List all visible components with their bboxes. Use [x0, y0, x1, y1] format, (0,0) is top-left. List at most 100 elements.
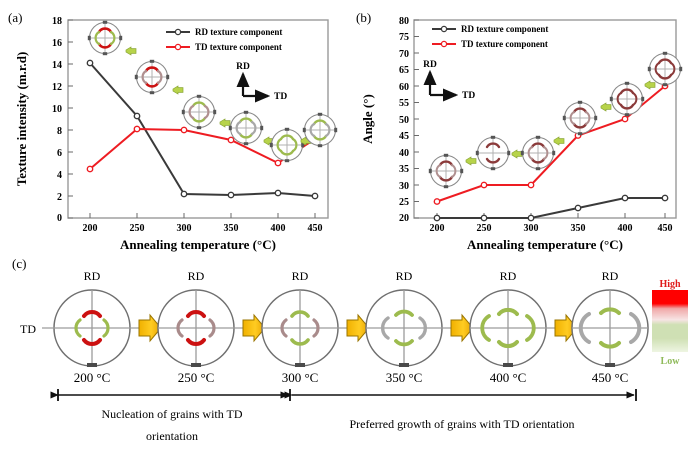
pf-tick-bottom: [503, 363, 513, 367]
y-tick-20: 20: [399, 213, 409, 224]
panel-b: (b) 80 75 70 65 60 55 50 45 40 35 30 25 …: [356, 10, 683, 252]
pf-temperature-label: 250 °C: [178, 370, 215, 385]
transition-arrow-3: [219, 118, 231, 128]
inset-arc-250: [485, 142, 501, 164]
x-tick-450: 450: [658, 223, 673, 234]
pole-figure-350: RD 350 °C: [365, 269, 454, 385]
y-tick-25: 25: [399, 197, 409, 208]
pf-rd-label: RD: [292, 269, 309, 283]
scale-high-label: High: [659, 279, 681, 290]
process-arrow-2[interactable]: [242, 313, 266, 343]
process-arrow-1[interactable]: [138, 313, 162, 343]
inset-arc-450: [309, 119, 331, 141]
transition-arrow-1: [125, 46, 137, 56]
process-arrow-5[interactable]: [554, 313, 578, 343]
legend-a-rd-marker: [174, 28, 182, 36]
panel-b-legend: RD texture component TD texture componen…: [432, 24, 548, 49]
panel-a-x-axis-title: Annealing temperature (°C): [120, 237, 276, 252]
panel-c: (c) TD TD RD 200 °C RD: [12, 256, 688, 443]
y-tick-30: 30: [399, 181, 409, 192]
inset-arc-300: [527, 142, 549, 164]
transition-arrow-2: [172, 85, 184, 95]
pf-tick-bottom: [191, 363, 201, 367]
pf-tick-bottom: [605, 363, 615, 367]
scale-gradient-bar: [652, 290, 688, 352]
pf-arcs: [74, 310, 110, 346]
x-tick-250: 250: [130, 223, 145, 234]
y-tick-14: 14: [52, 60, 62, 71]
inset-arc-350: [235, 117, 257, 139]
pf-rd-label: RD: [84, 269, 101, 283]
y-tick-35: 35: [399, 164, 409, 175]
x-tick-300: 300: [177, 223, 192, 234]
y-tick-70: 70: [399, 49, 409, 60]
legend-b-td-marker: [440, 40, 448, 48]
transition-arrow-1: [465, 156, 477, 166]
pf-temperature-label: 350 °C: [386, 370, 423, 385]
stage-1-label-line1: Nucleation of grains with TD: [101, 407, 242, 421]
y-tick-8: 8: [57, 126, 62, 137]
panel-b-insets: [428, 51, 683, 189]
panel-a-legend: RD texture component TD texture componen…: [166, 27, 282, 52]
x-tick-300: 300: [524, 223, 539, 234]
pf-temperature-label: 200 °C: [74, 370, 111, 385]
process-arrow-4[interactable]: [450, 313, 474, 343]
y-tick-12: 12: [52, 82, 62, 93]
pf-arcs: [578, 307, 642, 349]
inset-arc-250: [141, 66, 163, 88]
y-tick-45: 45: [399, 131, 409, 142]
panel-a-series-rd: [86, 59, 319, 200]
pf-rd-label: RD: [602, 269, 619, 283]
y-tick-80: 80: [399, 16, 409, 27]
pf-temperature-label: 450 °C: [592, 370, 629, 385]
pole-figure-450: RD 450 °C: [571, 269, 649, 385]
inset-arc-300: [188, 101, 210, 123]
y-tick-16: 16: [52, 38, 62, 49]
legend-a-td-marker: [174, 43, 182, 51]
rd-line: [437, 197, 665, 219]
pf-rd-label: RD: [188, 269, 205, 283]
x-tick-400: 400: [271, 223, 286, 234]
legend-b-rd-marker: [440, 25, 448, 33]
pole-figure-200: RD 200 °C: [42, 269, 142, 385]
legend-a-rd-label: RD texture component: [195, 27, 282, 37]
transition-arrow-5: [644, 80, 656, 90]
panel-a-orientation-indicator: RD TD: [236, 62, 287, 103]
y-tick-65: 65: [399, 65, 409, 76]
pf-arcs: [480, 307, 536, 349]
x-tick-400: 400: [618, 223, 633, 234]
panel-b-td-label: TD: [462, 91, 475, 101]
x-tick-200: 200: [430, 223, 445, 234]
transition-arrow-2: [511, 149, 523, 159]
panel-b-x-axis-title: Annealing temperature (°C): [467, 237, 623, 252]
inset-arc-400: [616, 88, 638, 110]
panel-b-series-rd: [433, 194, 669, 222]
pole-figure-250: RD 250 °C: [157, 269, 246, 385]
y-tick-50: 50: [399, 115, 409, 126]
pf-tick-bottom: [399, 363, 409, 367]
legend-b-td-label: TD texture component: [461, 39, 548, 49]
y-tick-4: 4: [57, 170, 62, 181]
y-tick-0: 0: [57, 213, 62, 224]
legend-a-td-label: TD texture component: [195, 42, 282, 52]
process-arrow-3[interactable]: [346, 313, 370, 343]
stage-annotations: Nucleation of grains with TD orientation…: [50, 389, 637, 443]
panel-a-rd-label: RD: [236, 62, 250, 72]
y-tick-6: 6: [57, 148, 62, 159]
panel-b-orientation-indicator: RD TD: [423, 60, 475, 102]
y-tick-60: 60: [399, 82, 409, 93]
intensity-scale: High Low: [652, 279, 688, 367]
x-tick-350: 350: [224, 223, 239, 234]
legend-b-rd-label: RD texture component: [461, 24, 548, 34]
transition-arrow-4: [600, 102, 612, 112]
pf-arcs: [280, 310, 320, 346]
pole-figure-300: RD 300 °C: [261, 269, 350, 385]
pf-arcs: [176, 310, 216, 346]
panel-b-plot-frame: [413, 19, 677, 219]
x-tick-450: 450: [308, 223, 323, 234]
pf-temperature-label: 400 °C: [490, 370, 527, 385]
pf-rd-label: RD: [396, 269, 413, 283]
panel-c-td-label-left: TD: [20, 322, 36, 336]
panel-b-x-axis: 200 250 300 350 400 450: [430, 213, 673, 234]
